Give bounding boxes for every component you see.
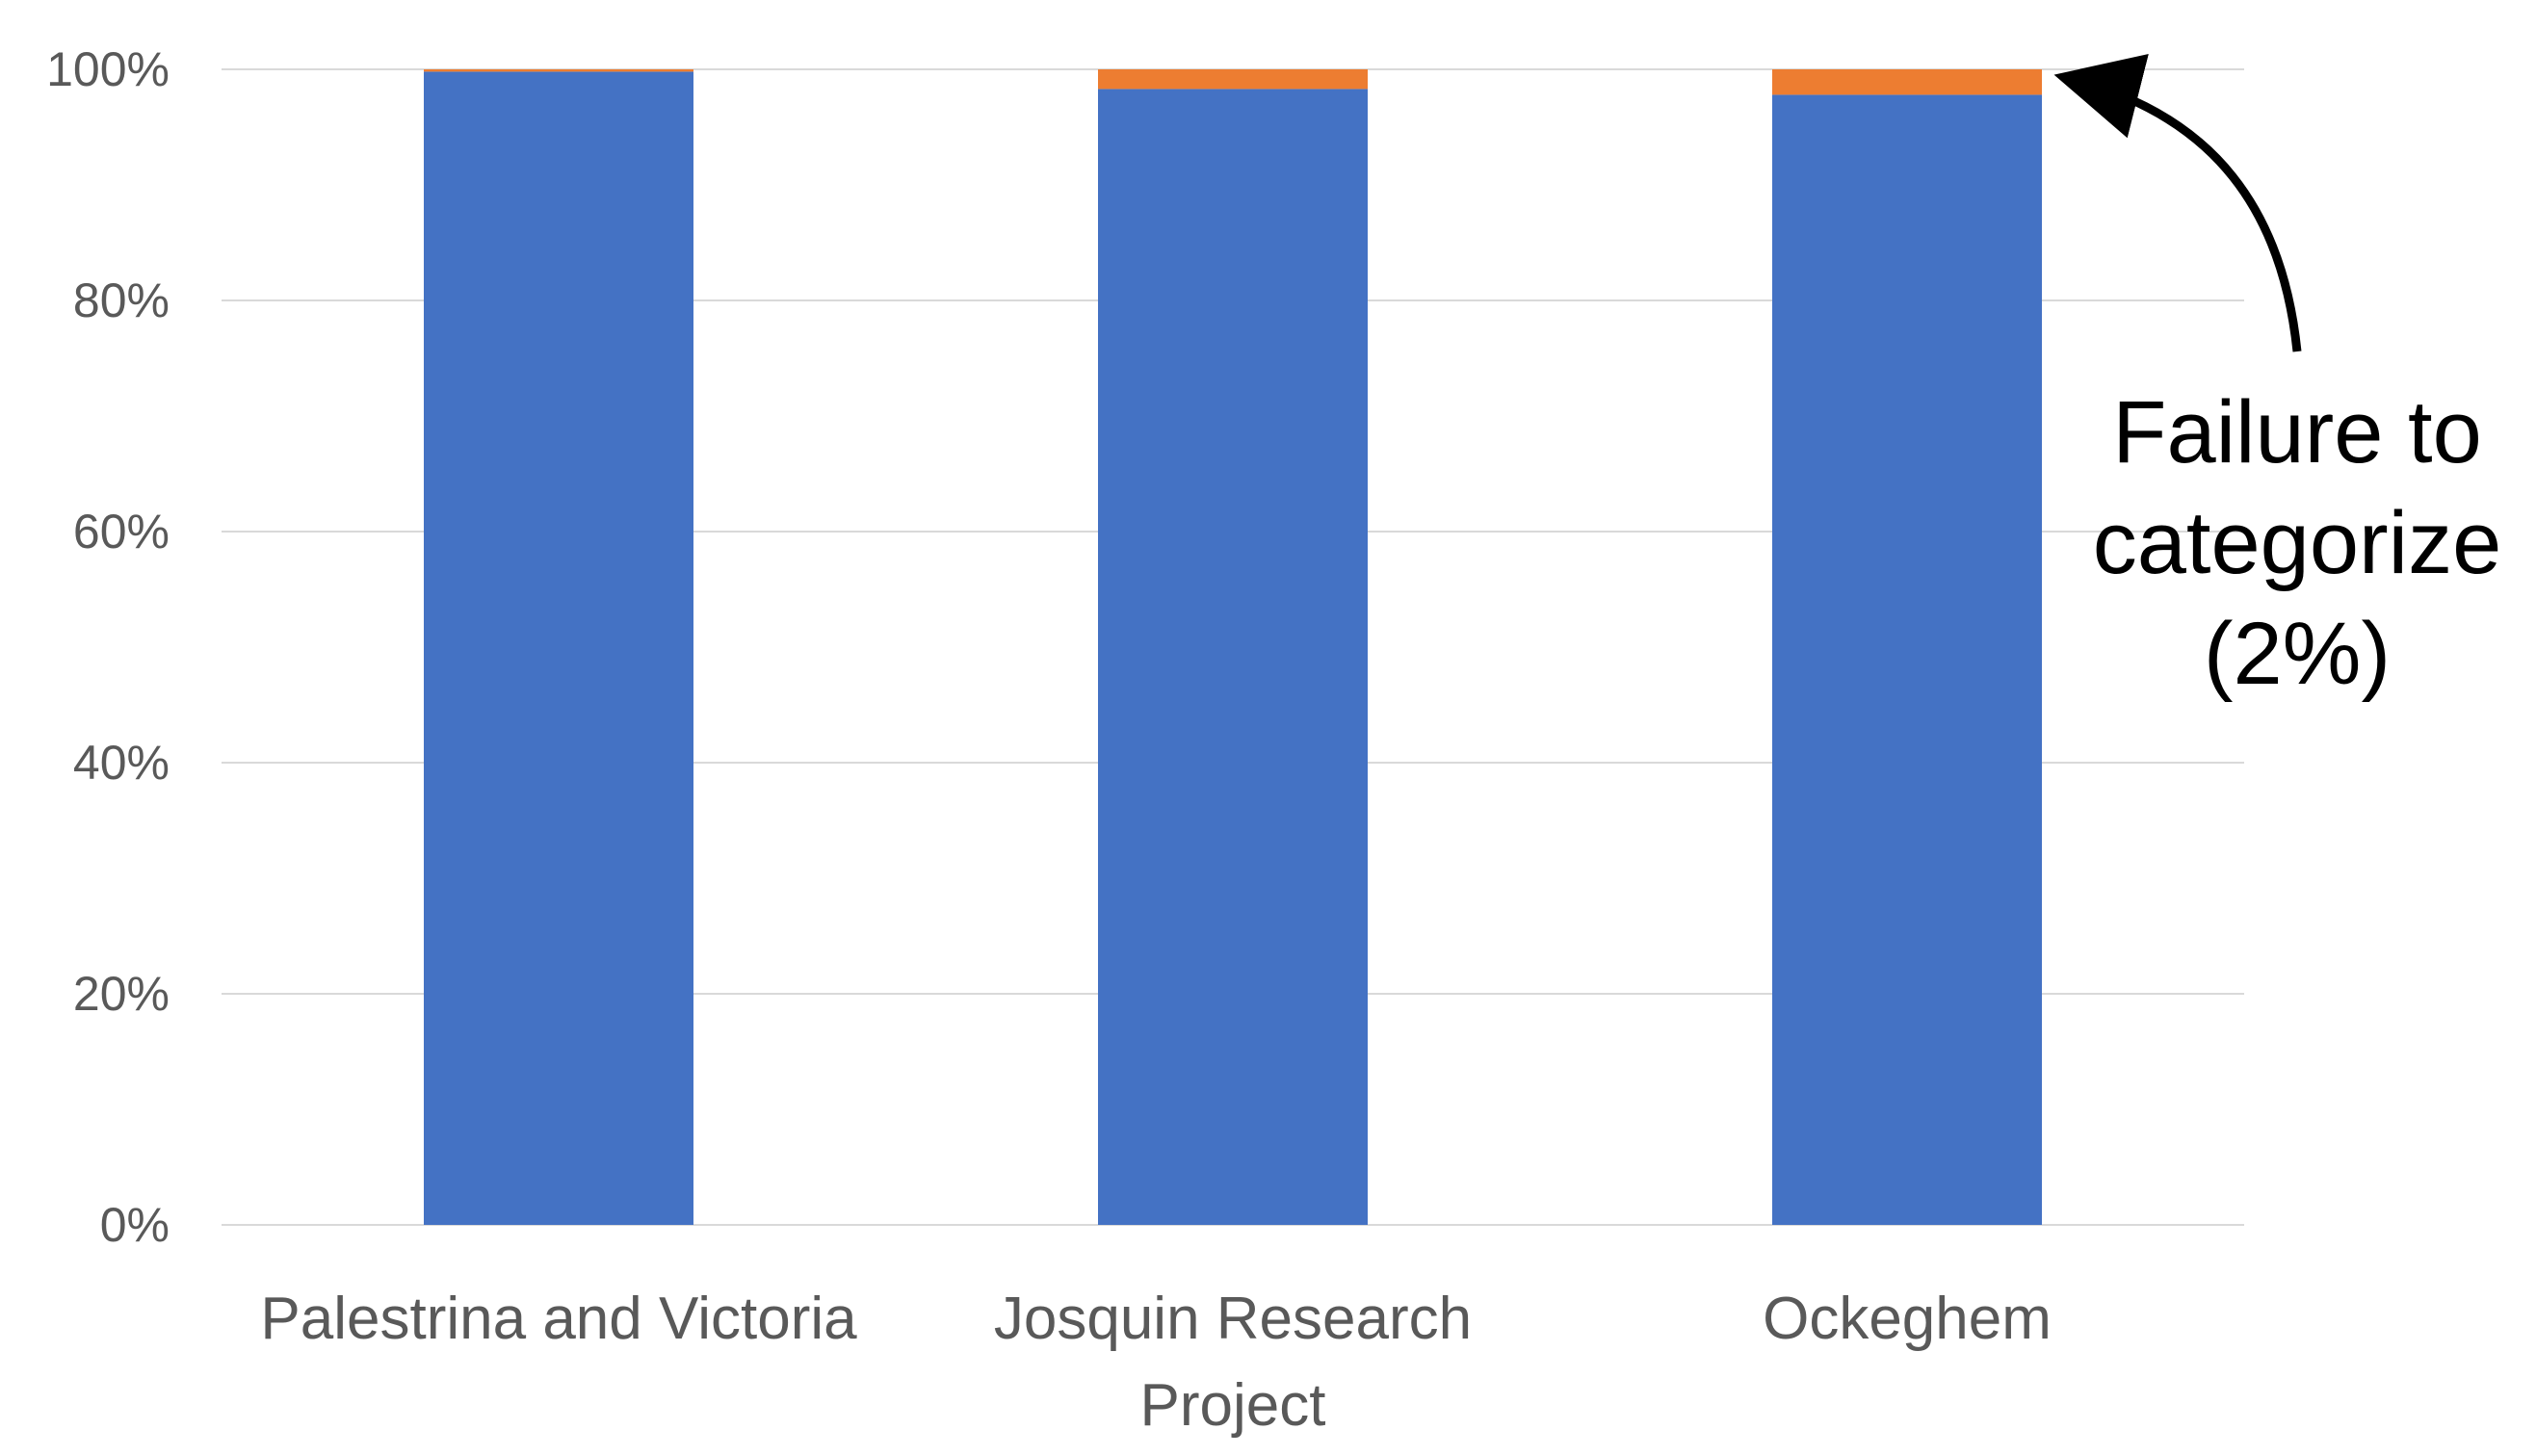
annotation-line-2: categorize xyxy=(2093,494,2501,592)
bar-segment-failure xyxy=(1098,69,1368,89)
y-tick-label: 20% xyxy=(73,967,170,1021)
bar-segment-failure xyxy=(1772,69,2042,94)
x-category-label: Project xyxy=(1140,1372,1326,1439)
x-category-label: Josquin Research xyxy=(994,1286,1472,1352)
y-tick-label: 100% xyxy=(46,42,170,96)
bar-segment-main xyxy=(1098,89,1368,1225)
y-tick-label: 80% xyxy=(73,273,170,327)
bar-segment-main xyxy=(424,71,693,1225)
y-tick-label: 0% xyxy=(100,1198,170,1252)
annotation-line-3: (2%) xyxy=(2204,605,2391,703)
bar-segment-main xyxy=(1772,94,2042,1225)
annotation-line-1: Failure to xyxy=(2112,383,2482,481)
bars xyxy=(424,69,2042,1225)
bar-segment-failure xyxy=(424,69,693,71)
x-category-label: Ockeghem xyxy=(1763,1286,2052,1352)
y-tick-label: 60% xyxy=(73,505,170,559)
x-category-label: Palestrina and Victoria xyxy=(260,1286,857,1352)
y-tick-label: 40% xyxy=(73,736,170,790)
